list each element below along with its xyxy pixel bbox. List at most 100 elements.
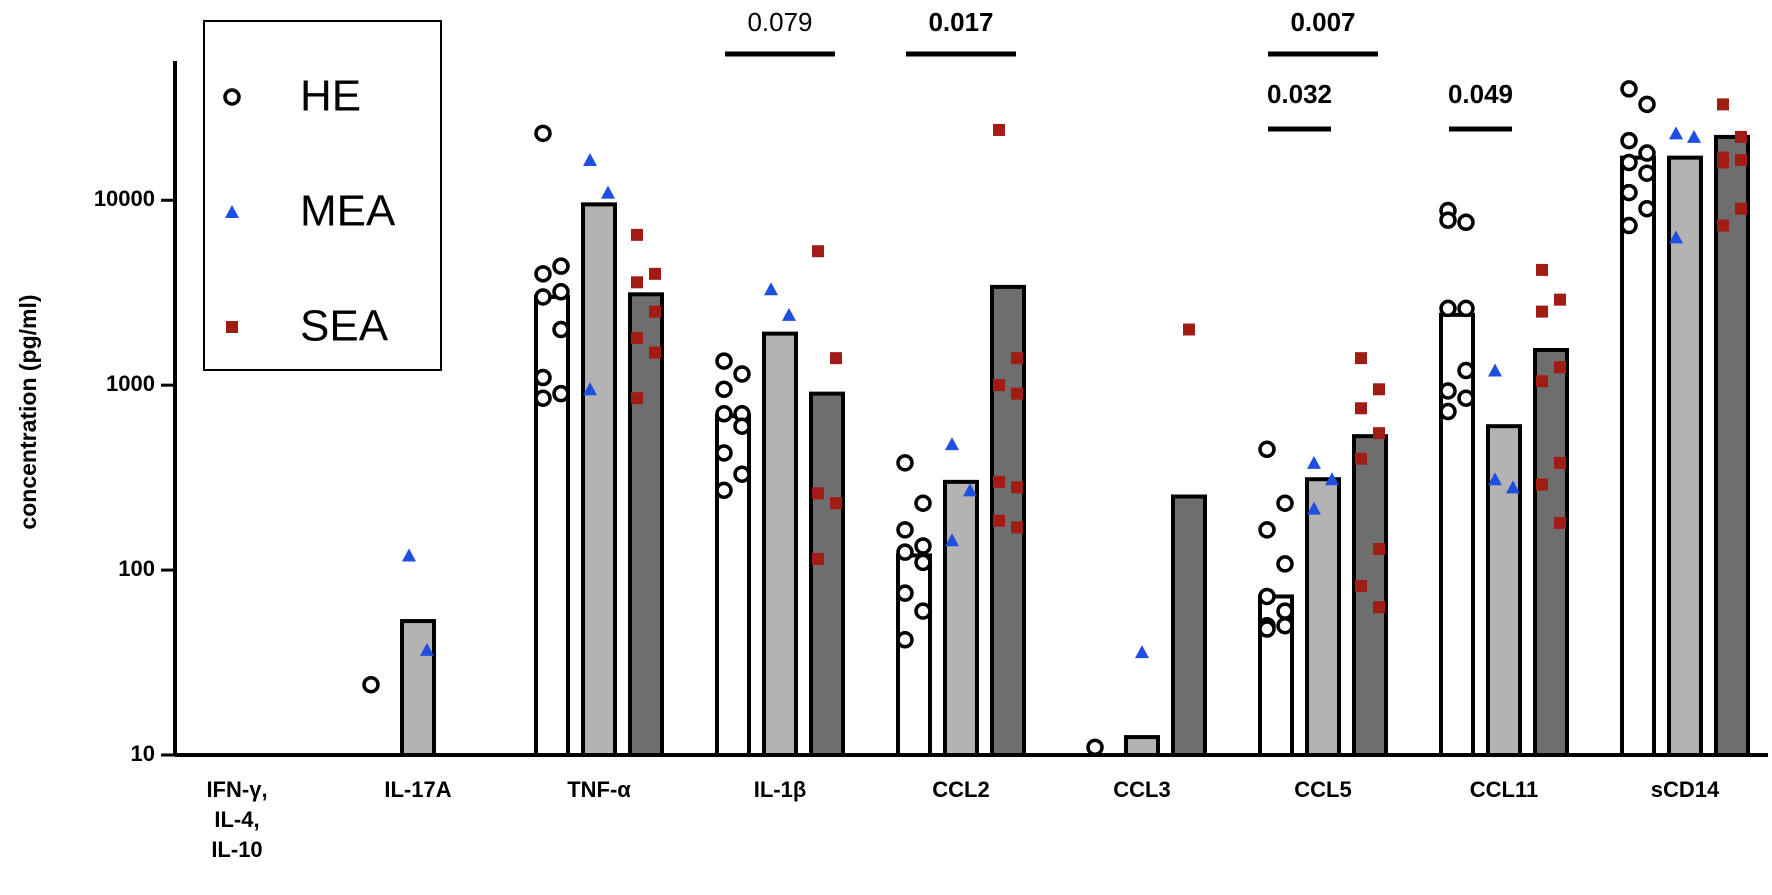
p-value: 0.032 [1267,79,1332,109]
point [1638,199,1656,218]
point [225,205,239,218]
point [1307,455,1321,469]
bar [1171,494,1207,757]
point [896,584,914,602]
point [223,88,241,106]
point [1325,472,1339,486]
point [896,521,914,539]
point [1717,98,1729,111]
legend-label: HE [300,72,361,121]
x-tick-label: sCD14 [1650,777,1720,802]
point [1373,543,1385,556]
point [601,185,615,199]
point [1011,352,1023,365]
point [812,245,824,258]
x-tick-label: IFN-γ, IL-4, IL-10 [206,777,268,862]
point [1620,131,1638,150]
point [631,276,643,289]
point [733,365,751,383]
point [226,321,238,333]
point [1536,263,1548,276]
point [552,320,570,339]
bar [534,294,570,757]
point [1011,521,1023,534]
point [1439,211,1457,229]
point [631,392,643,405]
y-tick-label: 10000 [94,186,155,211]
legend-label: MEA [300,187,396,236]
point [1457,299,1475,318]
bar [1714,134,1750,758]
point [534,288,552,306]
y-tick-label: 100 [118,556,155,581]
point [1669,230,1683,244]
point [830,352,842,365]
point [764,282,778,296]
p-value: 0.017 [928,7,993,37]
point [1439,299,1457,318]
point [1536,478,1548,491]
point [534,389,552,407]
legend-label: SEA [300,302,389,351]
point [782,307,796,321]
point [1373,601,1385,614]
point [552,384,570,403]
point [812,552,824,565]
point [1620,216,1638,235]
point [715,405,733,423]
point [649,305,661,318]
point [1276,616,1294,635]
point [733,465,751,483]
bar [1439,312,1475,757]
point [1258,587,1276,606]
point [715,352,733,370]
x-tick-label: CCL5 [1294,777,1352,802]
point [362,675,380,694]
point [583,382,597,396]
point [1717,219,1729,232]
point [649,267,661,280]
point [631,228,643,241]
p-value: 0.049 [1448,79,1513,109]
point [715,481,733,500]
bar [943,479,979,757]
point [896,631,914,649]
y-axis-label: concentration (pg/ml) [15,294,41,529]
point [1135,645,1149,659]
point [1669,126,1683,140]
point [552,283,570,301]
point [1554,456,1566,469]
point [914,537,932,555]
point [1183,323,1195,336]
bar [1352,434,1388,757]
point [1488,472,1502,486]
point [1687,129,1701,143]
bar [1533,347,1569,757]
p-value: 0.007 [1290,7,1355,37]
bar [762,331,798,757]
point [1488,363,1502,377]
point [1355,402,1367,415]
point [1638,95,1656,114]
point [1276,555,1294,573]
point [1735,130,1747,143]
point [1011,387,1023,400]
point [1735,202,1747,215]
point [945,437,959,451]
point [733,417,751,435]
point [1258,440,1276,459]
point [993,123,1005,136]
point [1373,427,1385,440]
point [914,602,932,620]
point [830,497,842,510]
point [1355,580,1367,593]
point [1457,213,1475,232]
point [1258,620,1276,638]
bar [400,619,436,758]
point [1620,183,1638,202]
point [1638,144,1656,162]
x-tick-label: CCL2 [932,777,990,802]
point [812,487,824,500]
bar [896,553,932,758]
